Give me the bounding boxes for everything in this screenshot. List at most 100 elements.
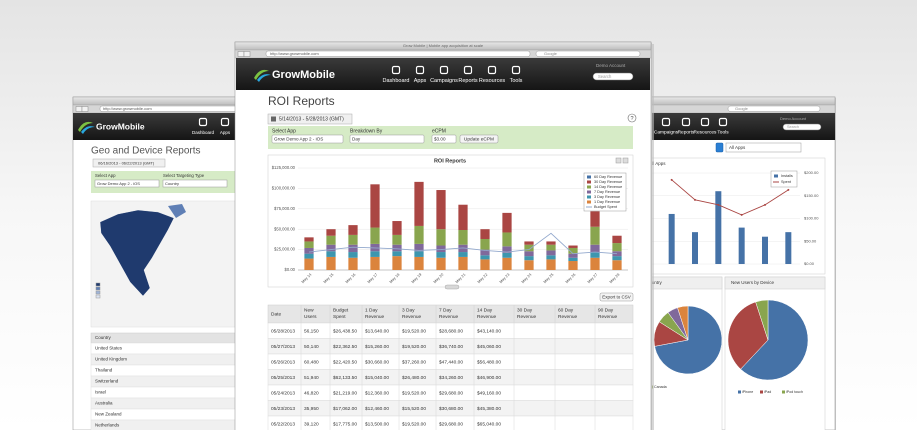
forward-button[interactable] xyxy=(243,51,251,57)
help-icon[interactable] xyxy=(627,113,637,123)
bar-segment xyxy=(502,212,512,233)
nav-label[interactable]: Dashboard xyxy=(192,130,215,135)
nav-icon[interactable] xyxy=(661,117,671,127)
nav-icon[interactable] xyxy=(718,117,728,127)
bar-segment xyxy=(524,251,534,257)
table-cell: $19,520.00 xyxy=(402,344,426,350)
export-button[interactable] xyxy=(599,292,634,302)
bar-segment xyxy=(414,181,424,226)
nav-icon[interactable] xyxy=(415,65,425,75)
y2-tick-label: $0.00 xyxy=(804,261,815,266)
url-text: http://www.growmobile.com xyxy=(270,51,319,56)
column-header: 3 Day Revenue xyxy=(402,308,422,321)
filter-select[interactable] xyxy=(162,179,228,188)
nav-icon[interactable] xyxy=(463,65,473,75)
nav-icon[interactable] xyxy=(511,65,521,75)
nav-label[interactable]: Reports xyxy=(678,129,695,135)
bar-segment xyxy=(414,243,424,252)
y-tick-label: $25,000.00 xyxy=(274,247,296,252)
bar-segment xyxy=(370,184,380,228)
pie-slice xyxy=(727,301,769,370)
line-point xyxy=(670,178,673,181)
legend-label: 1 Day Revenue xyxy=(594,200,620,204)
date-picker[interactable] xyxy=(267,113,353,125)
bar-segment xyxy=(304,247,314,254)
filter-input[interactable] xyxy=(271,134,344,144)
filter-label: Select Targeting Type xyxy=(163,173,205,178)
table-cell: $56,480.00 xyxy=(477,359,501,365)
nav-label[interactable]: Campaigns xyxy=(654,129,679,135)
search-box[interactable] xyxy=(592,72,634,81)
panel-title: New Users by Device xyxy=(731,280,775,285)
bar-segment xyxy=(546,241,556,245)
legend-swatch xyxy=(587,185,591,189)
nav-icon[interactable] xyxy=(220,117,230,127)
back-button[interactable] xyxy=(75,106,83,112)
chart-print-icon[interactable] xyxy=(615,157,622,164)
table-cell: $12,360.00 xyxy=(365,390,389,396)
table-cell: 05/26/2013 xyxy=(271,359,295,365)
app-select[interactable] xyxy=(725,142,802,153)
bar-segment xyxy=(348,234,358,245)
table-cell: $45,060.00 xyxy=(477,344,501,350)
search-field[interactable] xyxy=(535,50,641,57)
chart-scroll-handle[interactable] xyxy=(444,284,460,290)
filter-select[interactable] xyxy=(94,179,160,188)
legend-label: iPod touch xyxy=(786,390,803,394)
calendar-icon xyxy=(271,116,276,122)
search-field[interactable] xyxy=(727,105,821,112)
nav-label[interactable]: Reports xyxy=(458,78,478,84)
nav-icon[interactable] xyxy=(439,65,449,75)
nav-label[interactable]: Dashboard xyxy=(383,78,410,84)
map-legend-swatch xyxy=(95,294,101,299)
search-box[interactable] xyxy=(782,123,822,131)
table-cell: 39,120 xyxy=(304,421,319,427)
legend-swatch xyxy=(587,195,591,199)
nav-label[interactable]: Resources xyxy=(479,78,506,84)
update-button-text[interactable]: Update eCPM xyxy=(464,137,494,143)
export-button-text[interactable]: Export to CSV xyxy=(602,294,631,299)
forward-button[interactable] xyxy=(81,106,89,112)
url-field[interactable] xyxy=(265,50,531,57)
table-cell: $19,520.00 xyxy=(402,421,426,427)
nav-icon[interactable] xyxy=(198,117,208,127)
legend-swatch xyxy=(587,190,591,194)
bar-segment xyxy=(502,252,512,258)
nav-label[interactable]: Tools xyxy=(717,129,729,135)
legend-swatch xyxy=(738,390,741,394)
nav-icon[interactable] xyxy=(700,117,710,127)
back-button[interactable] xyxy=(237,51,245,57)
nav-label[interactable]: Apps xyxy=(220,130,231,135)
line-series xyxy=(671,179,789,216)
filter-input[interactable] xyxy=(349,134,425,144)
x-tick-label: May 19 xyxy=(411,273,423,285)
nav-label[interactable]: Apps xyxy=(414,78,427,84)
y2-tick-label: $50.00 xyxy=(804,238,817,243)
bar-segment xyxy=(546,250,556,256)
page-title: ROI Reports xyxy=(268,94,335,108)
help-text[interactable]: ? xyxy=(630,116,633,122)
legend-swatch xyxy=(774,174,778,178)
nav-icon[interactable] xyxy=(681,117,691,127)
update-button[interactable] xyxy=(459,134,499,144)
filter-label: eCPM xyxy=(432,128,446,134)
legend-swatch xyxy=(760,390,763,394)
nav-icon[interactable] xyxy=(487,65,497,75)
country-name: United States xyxy=(95,346,123,351)
legend-swatch xyxy=(587,180,591,184)
nav-label[interactable]: Campaigns xyxy=(430,78,458,84)
country-name: Thailand xyxy=(95,368,113,373)
nav-label[interactable]: Resources xyxy=(694,129,718,135)
table-cell: 05/24/2013 xyxy=(271,390,295,396)
filter-input[interactable] xyxy=(431,134,457,144)
map-greenland xyxy=(168,204,186,218)
date-picker[interactable] xyxy=(92,158,166,168)
logo-swoosh xyxy=(81,126,95,134)
nav-label[interactable]: Tools xyxy=(510,78,523,84)
x-tick-label: May 14 xyxy=(301,273,313,285)
nav-icon[interactable] xyxy=(391,65,401,75)
chart-export-icon[interactable] xyxy=(622,157,629,164)
column-header: 1 Day Revenue xyxy=(365,308,385,321)
y-tick-label: $50,000.00 xyxy=(274,226,296,231)
line-point xyxy=(787,188,790,191)
